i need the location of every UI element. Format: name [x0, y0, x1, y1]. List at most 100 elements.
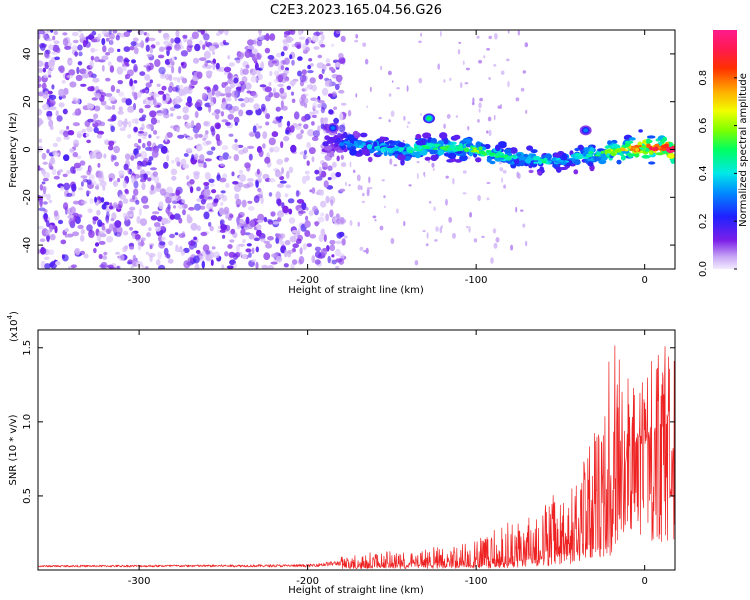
- heatmap-noise-cell: [197, 145, 203, 151]
- heatmap-noise-cell: [219, 156, 224, 161]
- heatmap-noise-cell: [119, 127, 126, 132]
- heatmap-noise-cell: [189, 179, 195, 185]
- heatmap-noise-cell: [196, 198, 203, 202]
- heatmap-noise-cell: [165, 95, 171, 102]
- heatmap-noise-cell: [148, 156, 154, 161]
- heatmap-noise-cell: [178, 233, 186, 239]
- heatmap-noise-cell: [66, 169, 71, 175]
- spectrogram-heatmap: [38, 30, 675, 269]
- heatmap-noise-cell: [308, 210, 314, 216]
- heatmap-noise-cell: [156, 182, 162, 189]
- heatmap-noise-cell: [110, 85, 116, 92]
- heatmap-noise-cell: [140, 40, 145, 49]
- heatmap-noise-cell: [95, 151, 103, 160]
- heatmap-noise-cell: [306, 160, 310, 167]
- heatmap-noise-cell: [81, 128, 86, 133]
- heatmap-noise-cell: [254, 131, 261, 139]
- heatmap-noise-cell: [433, 206, 436, 212]
- heatmap-noise-cell: [104, 104, 110, 110]
- heatmap-noise-cell: [300, 99, 306, 107]
- heatmap-noise-cell: [303, 123, 309, 130]
- heatmap-noise-cell: [233, 263, 238, 269]
- heatmap-signal-cell: [335, 137, 341, 144]
- heatmap-signal-core: [353, 140, 357, 144]
- heatmap-noise-cell: [445, 198, 448, 206]
- heatmap-noise-cell: [284, 249, 288, 258]
- heatmap-signal-cell: [336, 149, 345, 153]
- heatmap-noise-cell: [48, 44, 54, 50]
- heatmap-noise-cell: [125, 73, 131, 80]
- heatmap-noise-cell: [141, 195, 149, 204]
- heatmap-noise-cell: [267, 264, 274, 269]
- heatmap-noise-cell: [202, 44, 206, 50]
- heatmap-noise-cell: [247, 97, 254, 103]
- heatmap-signal-core: [575, 155, 579, 160]
- heatmap-signal-cell: [513, 158, 520, 165]
- heatmap-noise-cell: [273, 92, 280, 99]
- heatmap-noise-cell: [155, 259, 161, 266]
- heatmap-noise-cell: [306, 141, 311, 149]
- heatmap-noise-cell: [245, 216, 250, 225]
- heatmap-noise-cell: [129, 246, 135, 250]
- heatmap-noise-cell: [195, 122, 202, 131]
- heatmap-noise-cell: [97, 163, 101, 168]
- heatmap-noise-cell: [137, 161, 141, 170]
- heatmap-noise-cell: [481, 235, 485, 238]
- heatmap-noise-cell: [114, 161, 119, 167]
- heatmap-noise-cell: [325, 58, 331, 63]
- heatmap-noise-cell: [46, 193, 51, 201]
- heatmap-noise-cell: [205, 70, 213, 76]
- heatmap-noise-cell: [220, 111, 225, 117]
- heatmap-noise-cell: [417, 172, 419, 180]
- heatmap-noise-cell: [291, 59, 295, 66]
- heatmap-noise-cell: [312, 130, 320, 138]
- heatmap-noise-cell: [225, 121, 231, 126]
- heatmap-noise-cell: [422, 230, 426, 233]
- heatmap-noise-cell: [183, 153, 189, 157]
- heatmap-noise-cell: [67, 214, 75, 219]
- heatmap-noise-cell: [199, 57, 207, 61]
- heatmap-noise-cell: [118, 91, 125, 97]
- heatmap-signal-cell: [429, 149, 436, 155]
- heatmap-noise-cell: [222, 152, 230, 160]
- x-tick-label: 0: [641, 576, 647, 587]
- heatmap-noise-cell: [272, 146, 280, 153]
- heatmap-noise-cell: [177, 77, 181, 83]
- heatmap-noise-cell: [205, 140, 212, 145]
- heatmap-noise-cell: [42, 67, 47, 73]
- heatmap-noise-cell: [47, 115, 52, 121]
- heatmap-noise-cell: [328, 66, 334, 71]
- heatmap-noise-cell: [234, 143, 239, 152]
- heatmap-noise-cell: [335, 74, 343, 83]
- heatmap-noise-cell: [248, 153, 253, 161]
- heatmap-noise-cell: [41, 193, 47, 198]
- heatmap-noise-cell: [72, 39, 79, 44]
- heatmap-noise-cell: [288, 208, 293, 215]
- heatmap-noise-cell: [132, 195, 136, 200]
- heatmap-noise-cell: [58, 169, 63, 173]
- heatmap-signal-cell: [346, 134, 355, 141]
- heatmap-noise-cell: [133, 126, 138, 133]
- heatmap-signal-core: [499, 155, 505, 158]
- heatmap-noise-cell: [109, 202, 113, 210]
- heatmap-noise-cell: [499, 161, 502, 165]
- heatmap-noise-cell: [130, 155, 135, 161]
- heatmap-noise-cell: [38, 68, 44, 73]
- heatmap-noise-cell: [335, 265, 340, 269]
- heatmap-noise-cell: [204, 40, 208, 47]
- heatmap-noise-cell: [298, 256, 305, 265]
- heatmap-noise-cell: [171, 175, 177, 181]
- heatmap-noise-cell: [134, 118, 139, 125]
- heatmap-noise-cell: [186, 136, 194, 141]
- heatmap-noise-cell: [245, 64, 250, 69]
- heatmap-signal-cell: [465, 138, 472, 144]
- heatmap-noise-cell: [380, 65, 382, 71]
- heatmap-noise-cell: [77, 61, 83, 66]
- heatmap-noise-cell: [305, 38, 309, 46]
- heatmap-noise-cell: [307, 64, 312, 70]
- heatmap-noise-cell: [156, 104, 161, 108]
- heatmap-noise-cell: [49, 99, 56, 107]
- heatmap-noise-cell: [148, 227, 152, 232]
- heatmap-noise-cell: [45, 30, 52, 33]
- heatmap-signal-core: [596, 151, 601, 156]
